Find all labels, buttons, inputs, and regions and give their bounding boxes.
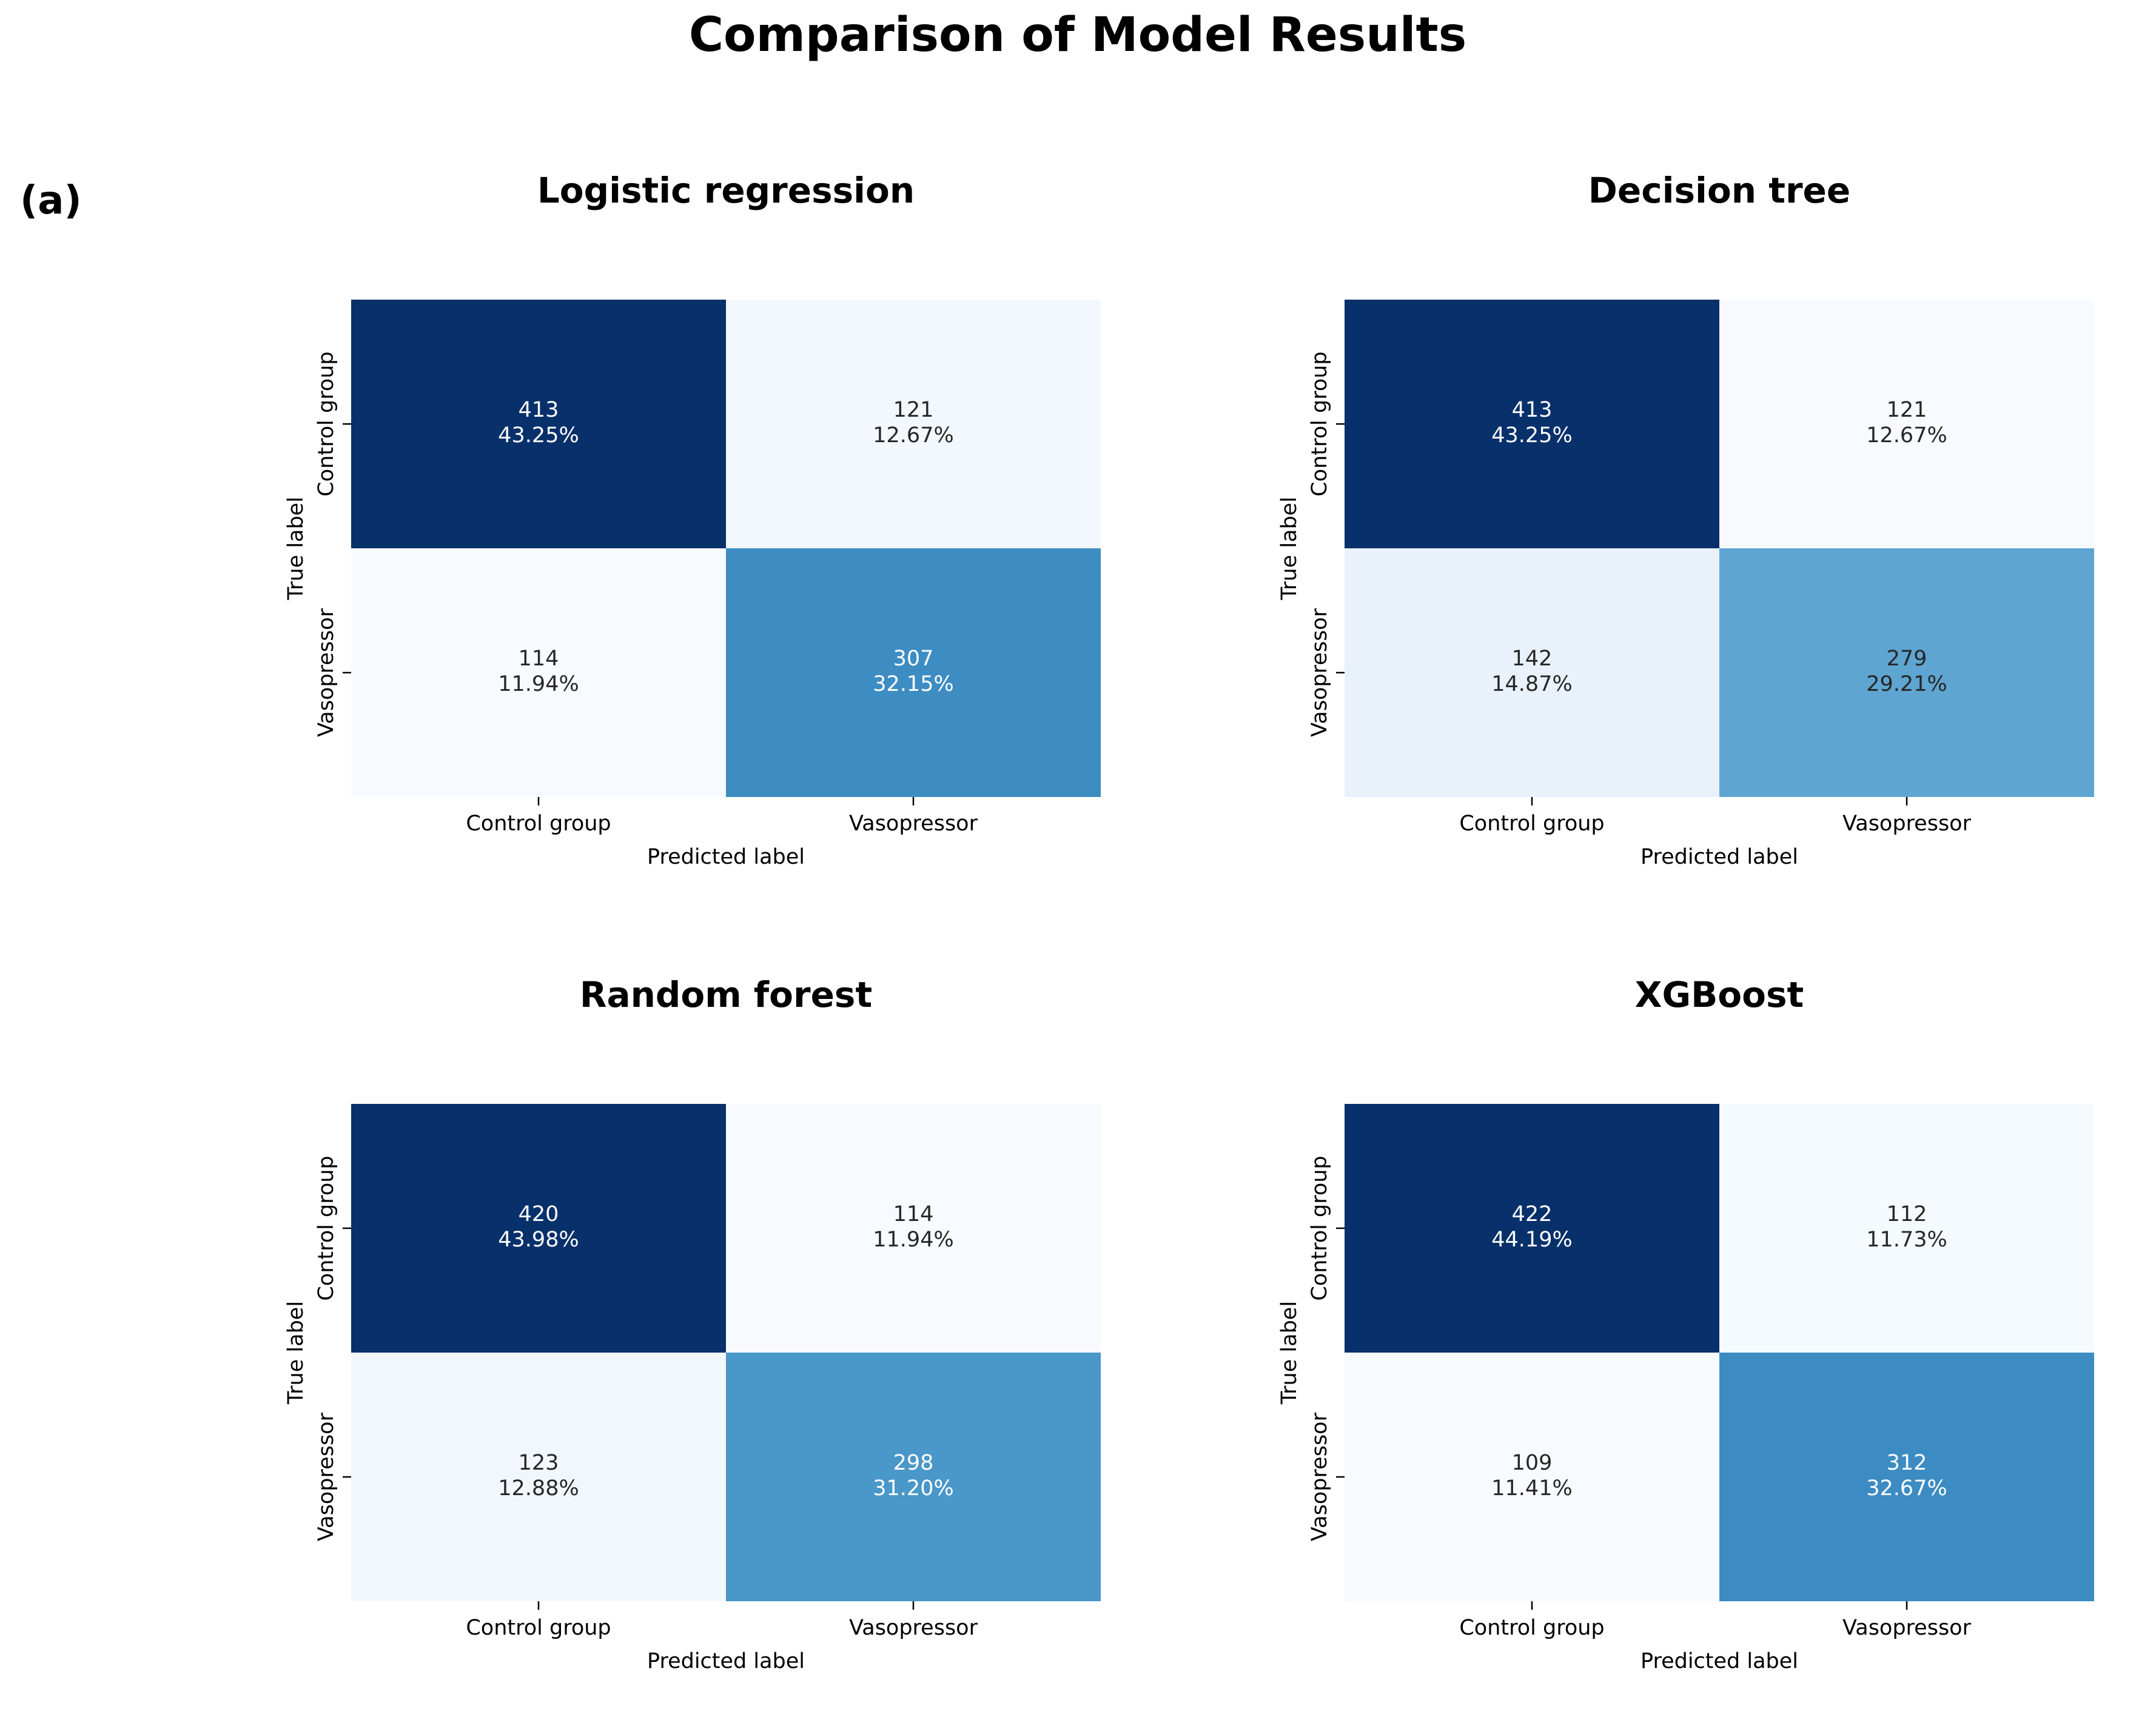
- heatmap-cell: [1345, 1353, 1719, 1601]
- heatmap-cell: [1719, 1353, 2094, 1601]
- panel-title: Random forest: [580, 974, 872, 1015]
- cell-count-label: 413: [1512, 398, 1553, 422]
- heatmap-cell: [1719, 300, 2094, 548]
- x-tick-label: Vasopressor: [1842, 812, 1972, 836]
- cell-count-label: 298: [893, 1451, 934, 1475]
- cell-percent-label: 43.98%: [498, 1228, 579, 1252]
- cell-percent-label: 11.94%: [498, 672, 579, 696]
- y-axis-label: True label: [1277, 497, 1301, 600]
- heatmap-cell: [351, 1353, 726, 1601]
- heatmap-cell: [351, 1104, 726, 1353]
- heatmap-cell: [1345, 300, 1719, 548]
- y-tick-label: Control group: [314, 1155, 338, 1300]
- y-tick-label: Control group: [1308, 1155, 1332, 1300]
- y-tick-label: Vasopressor: [1308, 608, 1332, 737]
- cell-percent-label: 11.94%: [873, 1228, 953, 1252]
- cell-percent-label: 12.67%: [873, 423, 953, 448]
- cell-count-label: 109: [1512, 1451, 1553, 1475]
- panel-title: XGBoost: [1635, 974, 1804, 1015]
- cell-count-label: 312: [1887, 1451, 1927, 1475]
- cell-count-label: 142: [1512, 647, 1553, 671]
- y-tick-label: Control group: [314, 351, 338, 496]
- cell-percent-label: 12.67%: [1866, 423, 1947, 448]
- heatmap-cell: [726, 1104, 1101, 1353]
- x-axis-label: Predicted label: [1641, 1649, 1798, 1673]
- panel-title: Logistic regression: [537, 170, 915, 211]
- y-tick-label: Vasopressor: [1308, 1412, 1332, 1541]
- y-tick-label: Vasopressor: [314, 608, 338, 737]
- cell-percent-label: 12.88%: [498, 1476, 579, 1501]
- cell-percent-label: 43.25%: [1491, 423, 1572, 448]
- heatmap-cell: [726, 300, 1101, 548]
- cell-count-label: 307: [893, 647, 934, 671]
- cell-percent-label: 32.67%: [1866, 1476, 1947, 1501]
- heatmap-cell: [351, 300, 726, 548]
- cell-percent-label: 44.19%: [1491, 1228, 1572, 1252]
- cell-count-label: 422: [1512, 1202, 1553, 1226]
- x-axis-label: Predicted label: [647, 1649, 805, 1673]
- heatmap-cell: [351, 548, 726, 797]
- cell-percent-label: 11.73%: [1866, 1228, 1947, 1252]
- x-tick-label: Control group: [466, 1616, 611, 1640]
- x-tick-label: Control group: [1459, 812, 1604, 836]
- x-axis-label: Predicted label: [647, 845, 805, 869]
- cell-percent-label: 29.21%: [1866, 672, 1947, 696]
- confusion-matrix-panels: Logistic regression41343.25%12112.67%114…: [284, 170, 2094, 1673]
- cell-count-label: 114: [893, 1202, 934, 1226]
- heatmap-cell: [726, 548, 1101, 797]
- x-tick-label: Vasopressor: [849, 1616, 978, 1640]
- cell-count-label: 121: [893, 398, 934, 422]
- cell-percent-label: 11.41%: [1491, 1476, 1572, 1501]
- heatmap-cell: [726, 1353, 1101, 1601]
- heatmap-cell: [1719, 548, 2094, 797]
- cell-count-label: 121: [1887, 398, 1927, 422]
- heatmap-cell: [1345, 548, 1719, 797]
- cell-count-label: 114: [519, 647, 559, 671]
- panel-label: (a): [20, 178, 82, 223]
- panel-title: Decision tree: [1588, 170, 1850, 211]
- y-tick-label: Control group: [1308, 351, 1332, 496]
- y-tick-label: Vasopressor: [314, 1412, 338, 1541]
- cell-percent-label: 31.20%: [873, 1476, 953, 1501]
- cell-percent-label: 14.87%: [1491, 672, 1572, 696]
- heatmap-cell: [1719, 1104, 2094, 1353]
- cell-percent-label: 43.25%: [498, 423, 579, 448]
- cell-count-label: 123: [519, 1451, 559, 1475]
- y-axis-label: True label: [284, 1301, 308, 1405]
- y-axis-label: True label: [284, 497, 308, 600]
- x-tick-label: Vasopressor: [849, 812, 978, 836]
- x-tick-label: Vasopressor: [1842, 1616, 1972, 1640]
- cell-count-label: 112: [1887, 1202, 1927, 1226]
- heatmap-cell: [1345, 1104, 1719, 1353]
- cell-count-label: 279: [1887, 647, 1927, 671]
- figure-title: Comparison of Model Results: [689, 8, 1466, 62]
- cell-percent-label: 32.15%: [873, 672, 953, 696]
- y-axis-label: True label: [1277, 1301, 1301, 1405]
- x-tick-label: Control group: [466, 812, 611, 836]
- cell-count-label: 420: [519, 1202, 559, 1226]
- x-axis-label: Predicted label: [1641, 845, 1798, 869]
- x-tick-label: Control group: [1459, 1616, 1604, 1640]
- cell-count-label: 413: [519, 398, 559, 422]
